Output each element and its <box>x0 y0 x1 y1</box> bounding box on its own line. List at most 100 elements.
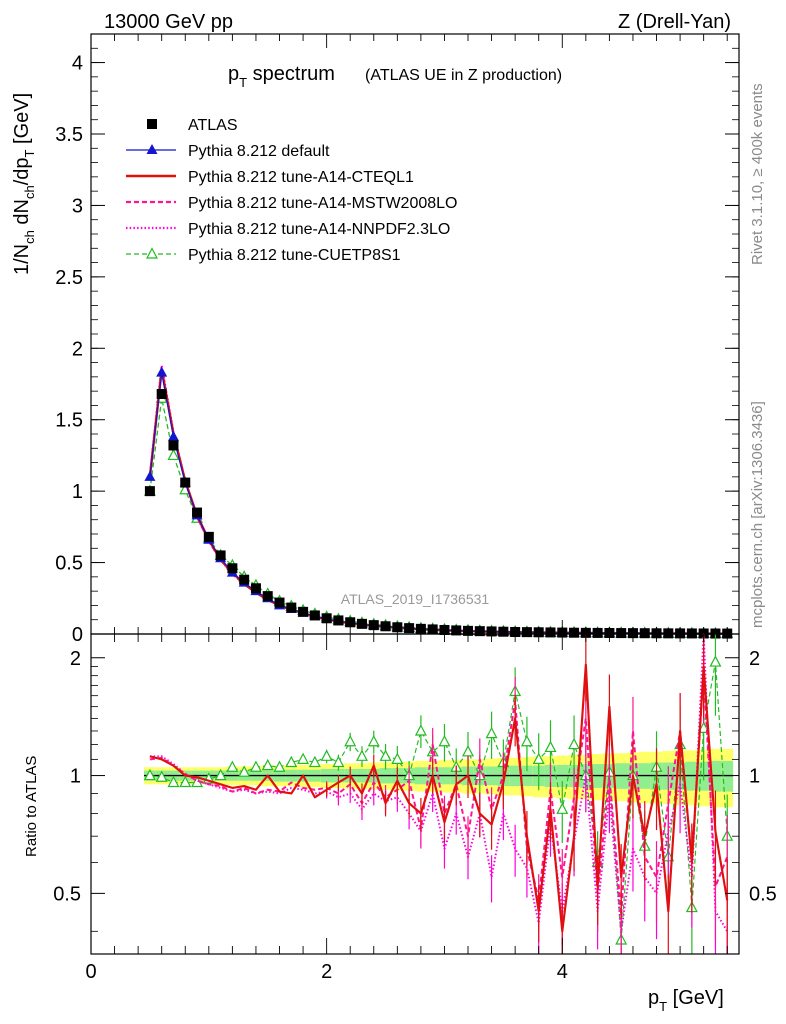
ratio-point-cuetp <box>367 734 380 747</box>
energy-label: 13000 GeV pp <box>104 11 233 33</box>
ratio-point-cuetp <box>379 749 392 761</box>
ratio-point-cuetp <box>155 770 168 782</box>
legend-marker-data <box>147 119 157 129</box>
main-point-data <box>474 626 485 637</box>
main-point-data <box>156 389 167 399</box>
main-point-data <box>380 621 391 632</box>
ratio-point-cuetp <box>226 760 239 772</box>
main-point-data <box>192 507 203 518</box>
ratio-ytick-label-left: 1 <box>70 766 81 788</box>
ratio-point-cuetp <box>485 726 498 739</box>
title-spectrum: spectrum <box>247 63 335 85</box>
main-ytick-label: 0.5 <box>55 553 83 575</box>
ratio-plot-frame <box>90 633 740 955</box>
main-ytick-label: 2.5 <box>55 267 83 289</box>
legend-label-cteq: Pythia 8.212 tune-A14-CTEQL1 <box>188 169 414 186</box>
ratio-point-cuetp <box>709 655 722 667</box>
ratio-ytick-label-left: 2 <box>70 648 81 670</box>
main-point-default <box>167 430 179 441</box>
main-point-data <box>203 531 214 542</box>
ratio-y-axis-label: Ratio to ATLAS <box>23 756 40 857</box>
title-p: p <box>228 63 239 85</box>
ratio-y-axis: 0.5 0.5 1 1 2 2 <box>53 648 777 932</box>
ratio-point-cuetp <box>261 758 274 771</box>
ratio-point-cuetp <box>249 760 262 772</box>
legend-label-default: Pythia 8.212 default <box>188 143 330 160</box>
main-point-data <box>616 628 627 639</box>
ratio-line-cteq <box>149 663 729 933</box>
main-point-data <box>639 628 650 639</box>
ratio-point-cuetp <box>238 765 251 777</box>
legend-entry-default: Pythia 8.212 default <box>126 143 330 160</box>
main-chart-subtitle: (ATLAS UE in Z production) <box>365 67 562 84</box>
legend-marker-default <box>146 144 158 154</box>
ratio-x-axis: 0 2 4 <box>85 634 728 983</box>
main-point-data <box>239 574 250 585</box>
title-subscript-t: T <box>239 75 247 90</box>
ratio-point-cuetp <box>391 752 404 764</box>
legend-entry-cteq: Pythia 8.212 tune-A14-CTEQL1 <box>126 169 414 186</box>
main-y-axis: 0 0.5 1 1.5 2 2.5 3 3.5 4 <box>55 33 739 646</box>
ratio-point-cuetp <box>462 745 475 757</box>
ratio-point-cuetp <box>414 724 427 736</box>
main-point-data <box>356 618 367 629</box>
legend-entry-cuetp: Pythia 8.212 tune-CUETP8S1 <box>126 247 401 264</box>
legend: ATLAS Pythia 8.212 default Pythia 8.212 tu… <box>126 117 457 264</box>
main-point-data <box>663 628 674 639</box>
legend-entry-mstw: Pythia 8.212 tune-A14-MSTW2008LO <box>126 195 457 212</box>
ratio-point-cuetp <box>285 755 298 768</box>
main-point-data <box>521 627 532 638</box>
ratio-point-cuetp <box>308 755 321 768</box>
main-y-axis-label: 1/Nch dNch/dpT [GeV] <box>11 93 37 275</box>
process-label: Z (Drell-Yan) <box>618 11 731 33</box>
ratio-series-cteq <box>149 634 729 954</box>
main-ytick-label: 3 <box>72 195 83 217</box>
main-point-data <box>298 606 309 617</box>
main-point-data <box>404 623 415 634</box>
legend-entry-nnpdf: Pythia 8.212 tune-A14-NNPDF2.3LO <box>126 221 450 238</box>
main-point-cuetp <box>167 448 180 461</box>
main-point-data <box>333 615 344 626</box>
ratio-xtick-label: 0 <box>85 961 96 983</box>
ratio-xtick-label: 2 <box>321 961 332 983</box>
ratio-point-cuetp <box>167 775 180 788</box>
main-point-data <box>592 627 603 638</box>
main-point-data <box>227 563 238 574</box>
main-ytick-label: 4 <box>72 53 83 75</box>
main-chart-title: pT spectrum <box>228 63 335 90</box>
ratio-ytick-label-left: 0.5 <box>53 883 81 905</box>
legend-label-cuetp: Pythia 8.212 tune-CUETP8S1 <box>188 247 401 264</box>
main-point-data <box>144 486 155 497</box>
main-point-data <box>215 550 226 561</box>
main-point-data <box>427 624 438 635</box>
ratio-point-cuetp <box>214 768 227 781</box>
main-ytick-label: 3.5 <box>55 124 83 146</box>
legend-marker-cuetp <box>146 247 158 259</box>
ratio-ytick-label-right: 2 <box>749 648 760 670</box>
rivet-version-label: Rivet 3.1.10, ≥ 400k events <box>749 83 766 265</box>
main-ytick-label: 1.5 <box>55 410 83 432</box>
main-point-data <box>498 626 509 637</box>
ratio-point-cuetp <box>568 737 581 750</box>
ratio-point-cuetp <box>143 768 156 781</box>
ratio-x-axis-label: pT [GeV] <box>648 987 724 1014</box>
main-point-data <box>250 583 261 594</box>
legend-label-data: ATLAS <box>188 117 238 134</box>
ratio-xtick-label: 4 <box>557 961 568 983</box>
main-point-data <box>345 617 356 628</box>
legend-label-mstw: Pythia 8.212 tune-A14-MSTW2008LO <box>188 195 457 212</box>
legend-entry-data: ATLAS <box>147 117 238 134</box>
main-point-data <box>274 597 285 608</box>
ratio-point-cuetp <box>179 775 192 788</box>
ratio-point-cuetp <box>344 734 357 747</box>
ratio-point-cuetp <box>520 734 533 747</box>
ratio-point-cuetp <box>320 749 333 761</box>
main-point-default <box>144 470 156 481</box>
main-point-data <box>321 613 332 624</box>
main-point-data <box>368 620 379 631</box>
ratio-point-cuetp <box>332 755 345 768</box>
main-point-data <box>451 625 462 636</box>
ratio-ytick-label-right: 1 <box>749 766 760 788</box>
ratio-point-cuetp <box>438 734 451 747</box>
